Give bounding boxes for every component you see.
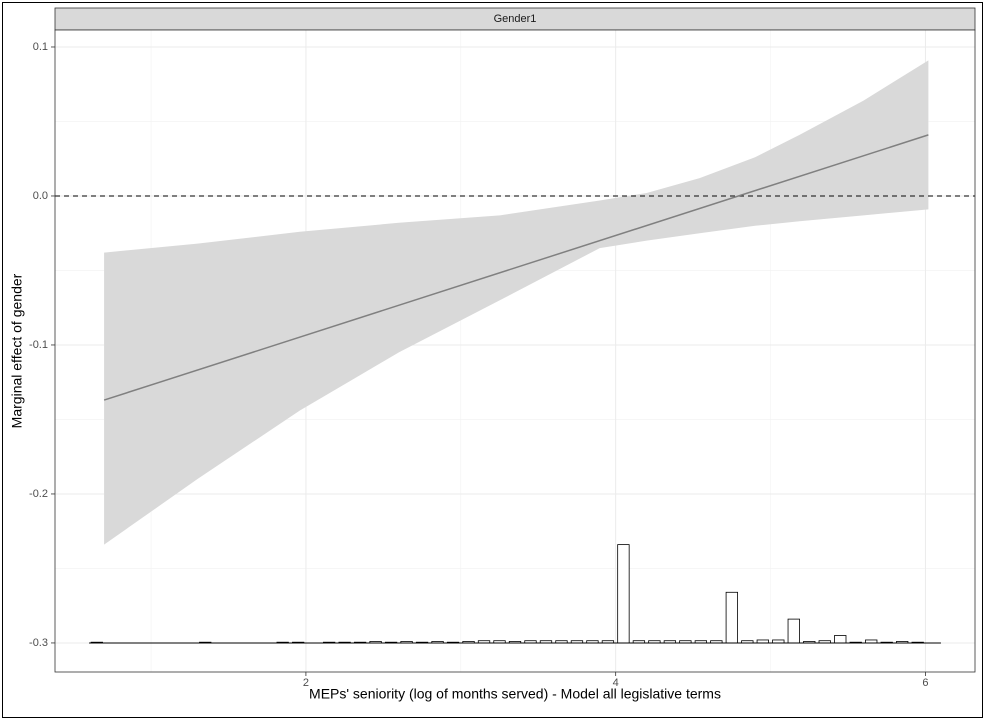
x-axis-title: MEPs' seniority (log of months served) -…	[309, 686, 721, 702]
y-axis-title: Marginal effect of gender	[9, 273, 25, 428]
strip-label: Gender1	[494, 13, 537, 25]
confidence-band	[104, 60, 929, 545]
x-tick-label: 4	[613, 677, 619, 689]
histogram-bar	[725, 591, 738, 644]
effect-line	[103, 134, 929, 401]
y-tick-label: -0.2	[29, 488, 48, 500]
histogram-bar	[787, 618, 800, 644]
y-tick-label: -0.1	[29, 339, 48, 351]
y-tick-label: 0.0	[33, 190, 48, 202]
x-tick-label: 6	[922, 677, 928, 689]
y-tick-label: -0.3	[29, 637, 48, 649]
panel-border	[54, 29, 976, 673]
histogram-bar	[617, 544, 630, 644]
histogram-bar	[834, 635, 847, 644]
y-tick-label: 0.1	[33, 41, 48, 53]
x-tick-label: 2	[303, 677, 309, 689]
